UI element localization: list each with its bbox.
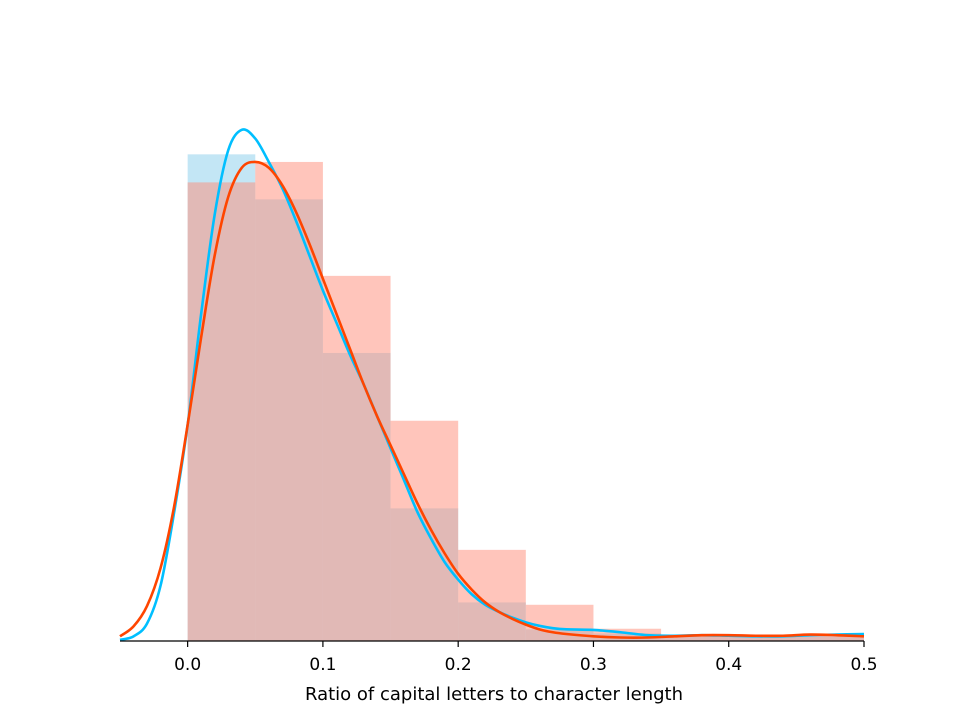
histogram-bar-s2-5	[458, 549, 526, 641]
x-tick-label-1: 0.0	[174, 655, 201, 675]
x-tick-label-6: 0.5	[850, 655, 877, 675]
histogram-bar-s2-9	[728, 635, 797, 641]
histogram-bars-series-2	[187, 161, 864, 641]
histogram-bar-s2-3	[322, 275, 391, 641]
x-tick-label-2: 0.1	[309, 655, 336, 675]
x-tick-label-5: 0.4	[715, 655, 742, 675]
histogram-bar-s2-4	[390, 420, 459, 641]
histogram-bar-s2-1	[187, 182, 256, 641]
density-curve-s1	[119, 128, 865, 642]
density-curve-s2	[119, 160, 865, 639]
x-tick-label-4: 0.3	[580, 655, 607, 675]
x-tick-label-3: 0.2	[445, 655, 472, 675]
x-axis-label: Ratio of capital letters to character le…	[305, 684, 683, 705]
histogram-bar-s2-8	[661, 636, 729, 641]
histogram-bar-s2-10	[796, 634, 864, 641]
density-curves	[119, 128, 865, 642]
x-axis-ticks: 0.0 0.1 0.2 0.3 0.4 0.5	[174, 641, 878, 675]
histogram-bar-s2-2	[255, 161, 323, 641]
